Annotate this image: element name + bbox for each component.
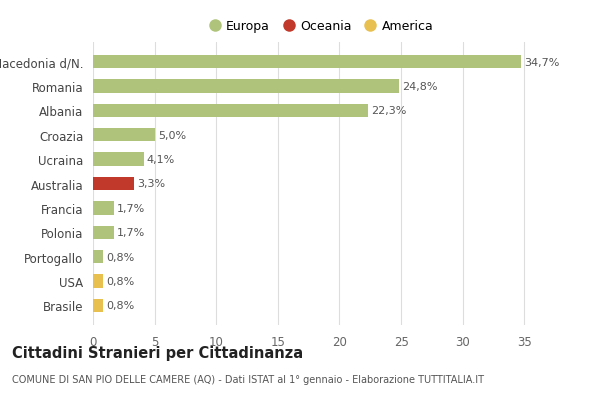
Text: 1,7%: 1,7% [117,203,145,213]
Text: 1,7%: 1,7% [117,228,145,238]
Bar [93,56,521,69]
Bar [93,178,134,191]
Text: 3,3%: 3,3% [137,179,165,189]
Bar [93,299,103,312]
Text: 0,8%: 0,8% [106,276,134,286]
Text: 24,8%: 24,8% [402,82,437,92]
Text: COMUNE DI SAN PIO DELLE CAMERE (AQ) - Dati ISTAT al 1° gennaio - Elaborazione TU: COMUNE DI SAN PIO DELLE CAMERE (AQ) - Da… [12,374,484,384]
Text: 0,8%: 0,8% [106,252,134,262]
Bar [93,129,155,142]
Bar [93,80,398,94]
Legend: Europa, Oceania, America: Europa, Oceania, America [203,15,439,38]
Bar [93,153,143,166]
Text: 4,1%: 4,1% [146,155,175,165]
Text: Cittadini Stranieri per Cittadinanza: Cittadini Stranieri per Cittadinanza [12,346,303,361]
Text: 34,7%: 34,7% [524,58,559,67]
Bar [93,250,103,264]
Bar [93,274,103,288]
Bar [93,104,368,118]
Text: 22,3%: 22,3% [371,106,406,116]
Text: 0,8%: 0,8% [106,301,134,310]
Text: 5,0%: 5,0% [158,130,186,140]
Bar [93,226,114,239]
Bar [93,202,114,215]
